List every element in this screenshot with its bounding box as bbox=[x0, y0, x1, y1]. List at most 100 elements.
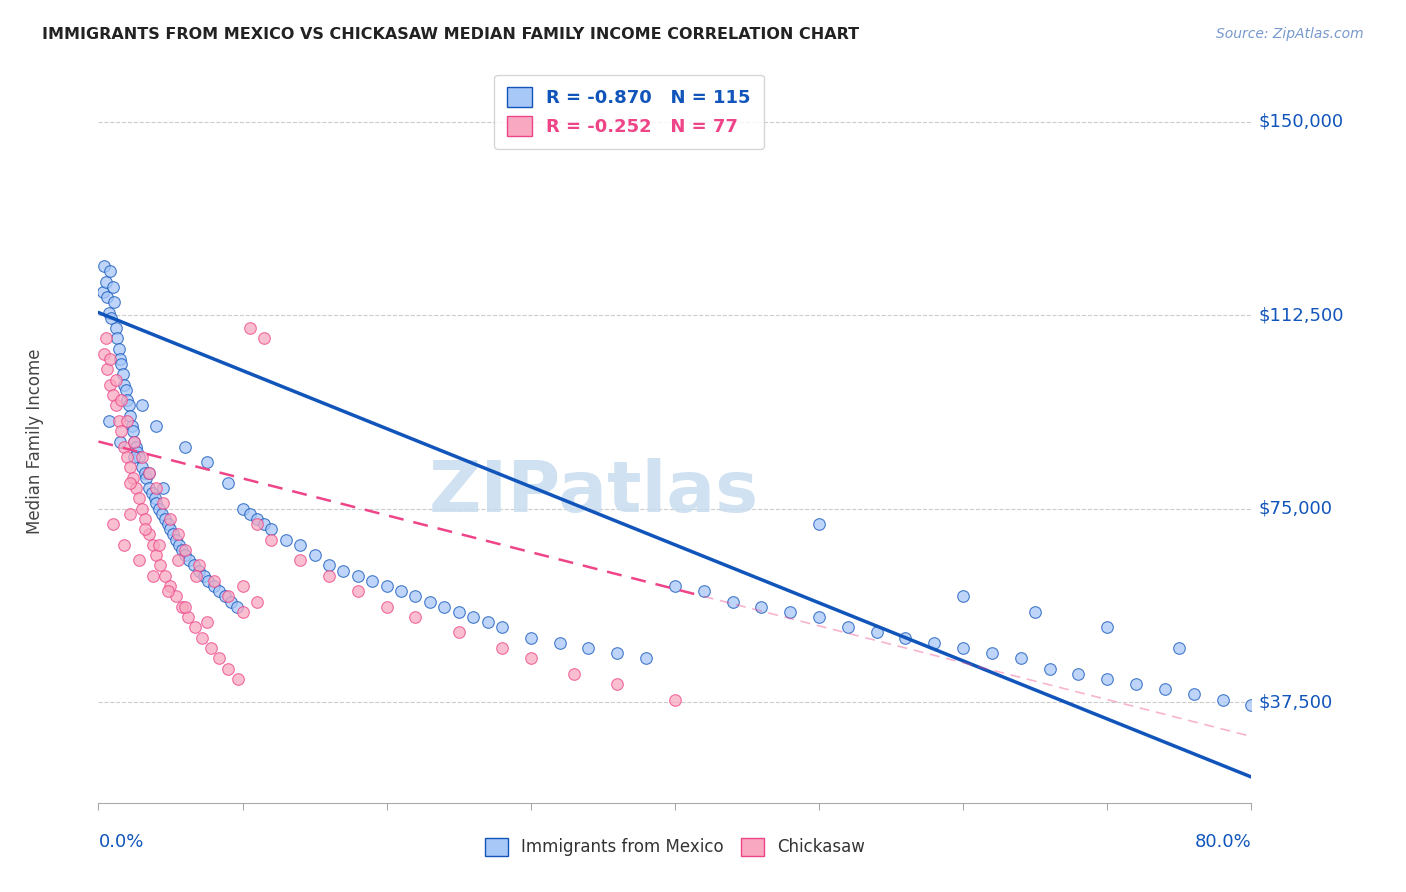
Point bbox=[562, 666, 585, 681]
Point bbox=[253, 517, 276, 532]
Point bbox=[166, 527, 188, 541]
Point bbox=[107, 414, 129, 428]
Point bbox=[260, 522, 283, 536]
Point bbox=[111, 368, 134, 382]
Point bbox=[924, 636, 946, 650]
Point bbox=[138, 527, 160, 541]
Point bbox=[779, 605, 801, 619]
Point bbox=[952, 590, 974, 604]
Point bbox=[159, 512, 181, 526]
Point bbox=[184, 620, 207, 634]
Point bbox=[112, 440, 135, 454]
Point bbox=[1010, 651, 1032, 665]
Point bbox=[1024, 605, 1046, 619]
Point bbox=[195, 615, 218, 630]
Text: IMMIGRANTS FROM MEXICO VS CHICKASAW MEDIAN FAMILY INCOME CORRELATION CHART: IMMIGRANTS FROM MEXICO VS CHICKASAW MEDI… bbox=[42, 27, 859, 42]
Point bbox=[122, 471, 145, 485]
Point bbox=[447, 625, 470, 640]
Point bbox=[208, 584, 231, 599]
Point bbox=[118, 398, 141, 412]
Point bbox=[202, 579, 225, 593]
Point bbox=[246, 594, 269, 608]
Point bbox=[346, 568, 368, 582]
Point bbox=[866, 625, 889, 640]
Point bbox=[93, 259, 115, 273]
Point bbox=[145, 481, 167, 495]
Point bbox=[202, 574, 225, 588]
Point bbox=[121, 419, 143, 434]
Point bbox=[195, 455, 218, 469]
Point bbox=[636, 651, 658, 665]
Point bbox=[375, 579, 398, 593]
Point bbox=[153, 512, 176, 526]
Point bbox=[134, 522, 156, 536]
Point bbox=[114, 383, 136, 397]
Point bbox=[290, 553, 312, 567]
Text: $37,500: $37,500 bbox=[1258, 693, 1333, 711]
Point bbox=[208, 651, 231, 665]
Legend: Immigrants from Mexico, Chickasaw: Immigrants from Mexico, Chickasaw bbox=[478, 831, 872, 863]
Point bbox=[156, 517, 179, 532]
Point bbox=[104, 373, 127, 387]
Point bbox=[124, 434, 146, 449]
Point bbox=[120, 409, 142, 423]
Point bbox=[124, 450, 146, 464]
Point bbox=[148, 538, 170, 552]
Point bbox=[808, 610, 831, 624]
Point bbox=[183, 558, 205, 573]
Point bbox=[952, 640, 974, 655]
Point bbox=[389, 584, 412, 599]
Point bbox=[149, 558, 172, 573]
Point bbox=[141, 486, 163, 500]
Point bbox=[143, 491, 166, 506]
Point bbox=[721, 594, 744, 608]
Point bbox=[91, 285, 114, 299]
Point bbox=[1067, 666, 1090, 681]
Point bbox=[375, 599, 398, 614]
Point bbox=[138, 481, 160, 495]
Text: $150,000: $150,000 bbox=[1258, 112, 1344, 130]
Point bbox=[112, 538, 135, 552]
Point bbox=[477, 615, 499, 630]
Point bbox=[751, 599, 773, 614]
Point bbox=[318, 568, 340, 582]
Point bbox=[108, 434, 131, 449]
Point bbox=[253, 331, 276, 345]
Point bbox=[433, 599, 456, 614]
Point bbox=[148, 501, 170, 516]
Point bbox=[93, 347, 115, 361]
Point bbox=[894, 631, 917, 645]
Point bbox=[150, 507, 173, 521]
Point bbox=[104, 321, 127, 335]
Point bbox=[981, 646, 1004, 660]
Text: $112,500: $112,500 bbox=[1258, 306, 1344, 324]
Point bbox=[131, 460, 153, 475]
Point bbox=[174, 599, 197, 614]
Point bbox=[107, 342, 129, 356]
Point bbox=[145, 419, 167, 434]
Point bbox=[120, 475, 142, 490]
Point bbox=[214, 590, 236, 604]
Point bbox=[693, 584, 716, 599]
Text: ZIPatlas: ZIPatlas bbox=[429, 458, 759, 526]
Text: 80.0%: 80.0% bbox=[1195, 833, 1251, 851]
Point bbox=[142, 538, 165, 552]
Point bbox=[98, 264, 121, 278]
Point bbox=[104, 398, 127, 412]
Point bbox=[100, 310, 122, 325]
Point bbox=[346, 584, 368, 599]
Point bbox=[274, 533, 297, 547]
Point bbox=[159, 579, 181, 593]
Point bbox=[134, 512, 156, 526]
Point bbox=[120, 507, 142, 521]
Point bbox=[1097, 620, 1119, 634]
Point bbox=[664, 692, 686, 706]
Point bbox=[127, 445, 149, 459]
Point bbox=[361, 574, 384, 588]
Point bbox=[225, 599, 247, 614]
Point bbox=[197, 574, 219, 588]
Point bbox=[105, 331, 128, 345]
Point bbox=[153, 568, 176, 582]
Point bbox=[1097, 672, 1119, 686]
Point bbox=[188, 558, 211, 573]
